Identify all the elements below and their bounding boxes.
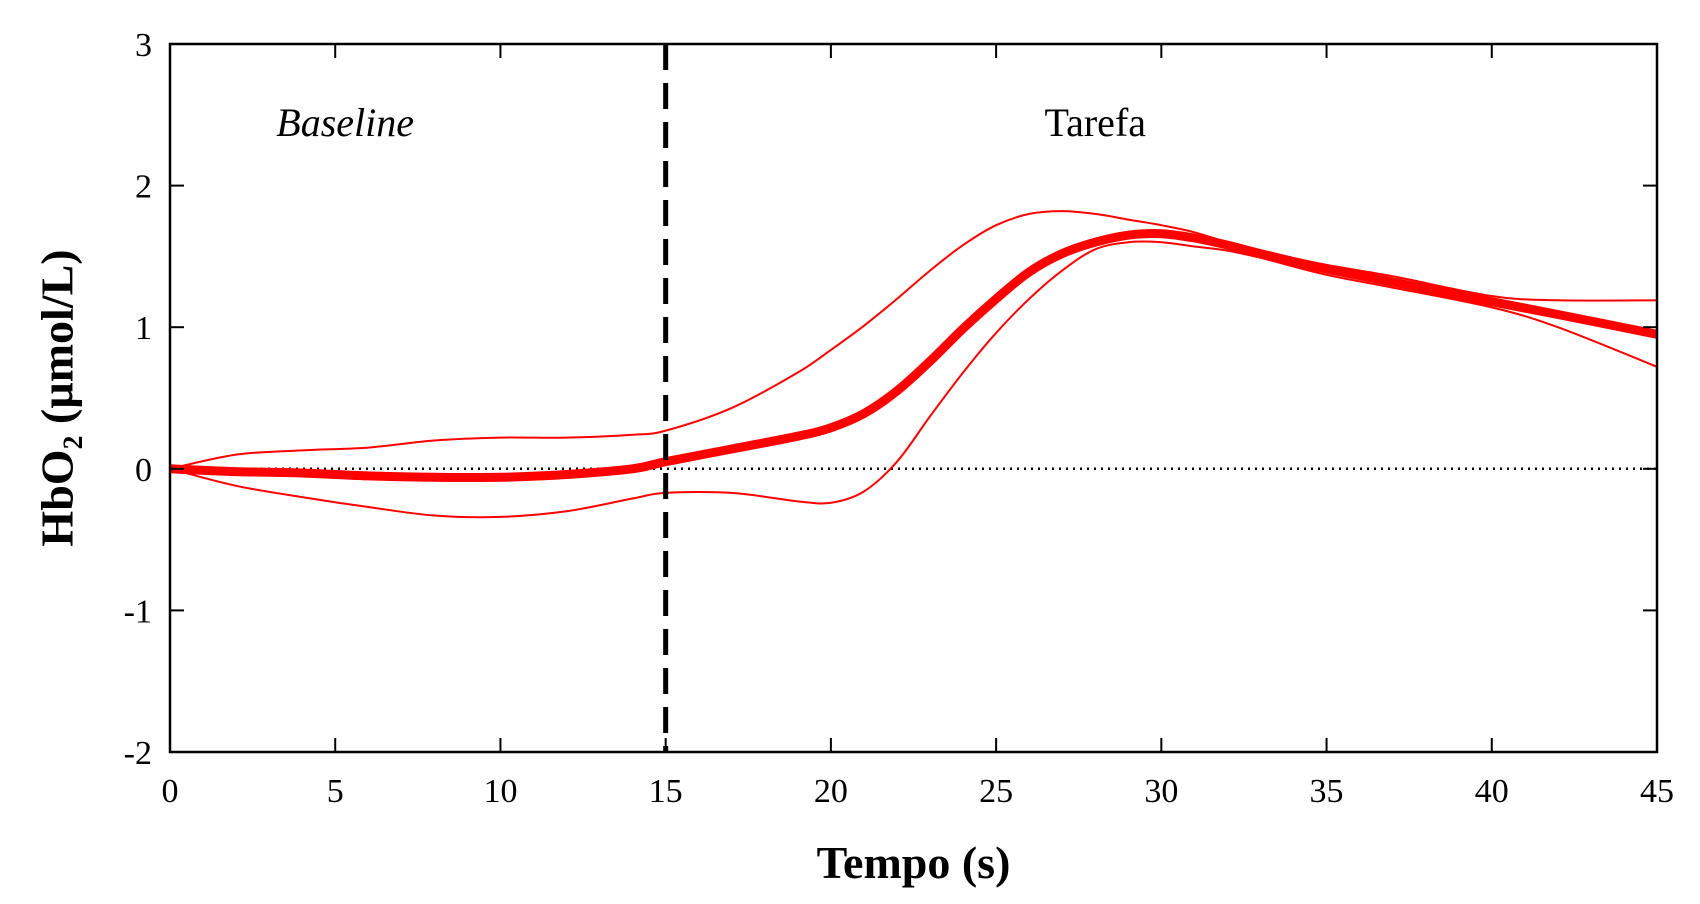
y-tick-label: -2 [124,735,152,772]
x-tick-label: 15 [649,773,683,810]
series-line-lower-bound [170,240,1657,519]
y-tick-label: -1 [124,593,152,630]
y-tick-label: 1 [135,310,152,347]
x-tick-label: 45 [1640,773,1674,810]
series-line-upper-bound [170,210,1657,470]
y-tick-label: 2 [135,169,152,206]
x-tick-label: 35 [1310,773,1344,810]
y-axis-title: HbO₂ (µmol/L) [32,249,83,546]
annotation-baseline: Baseline [276,100,414,145]
x-tick-label: 30 [1144,773,1178,810]
plot-frame [168,42,1659,754]
x-tick-label: 20 [814,773,848,810]
series-lines [170,210,1657,519]
annotations: Baseline Tarefa [276,100,1146,145]
y-tick-label: 0 [135,452,152,489]
annotation-tarefa: Tarefa [1044,100,1146,145]
axes: 0 5 10 15 20 25 30 35 40 45 -2 -1 0 1 2 3 [124,27,1674,810]
x-tick-label: 40 [1475,773,1509,810]
x-tick-label: 5 [327,773,344,810]
x-axis-title: Tempo (s) [817,837,1011,888]
series-line-mean [170,229,1657,483]
x-tick-label: 0 [162,773,179,810]
y-tick-label: 3 [135,27,152,64]
x-tick-label: 10 [483,773,517,810]
x-tick-label: 25 [979,773,1013,810]
